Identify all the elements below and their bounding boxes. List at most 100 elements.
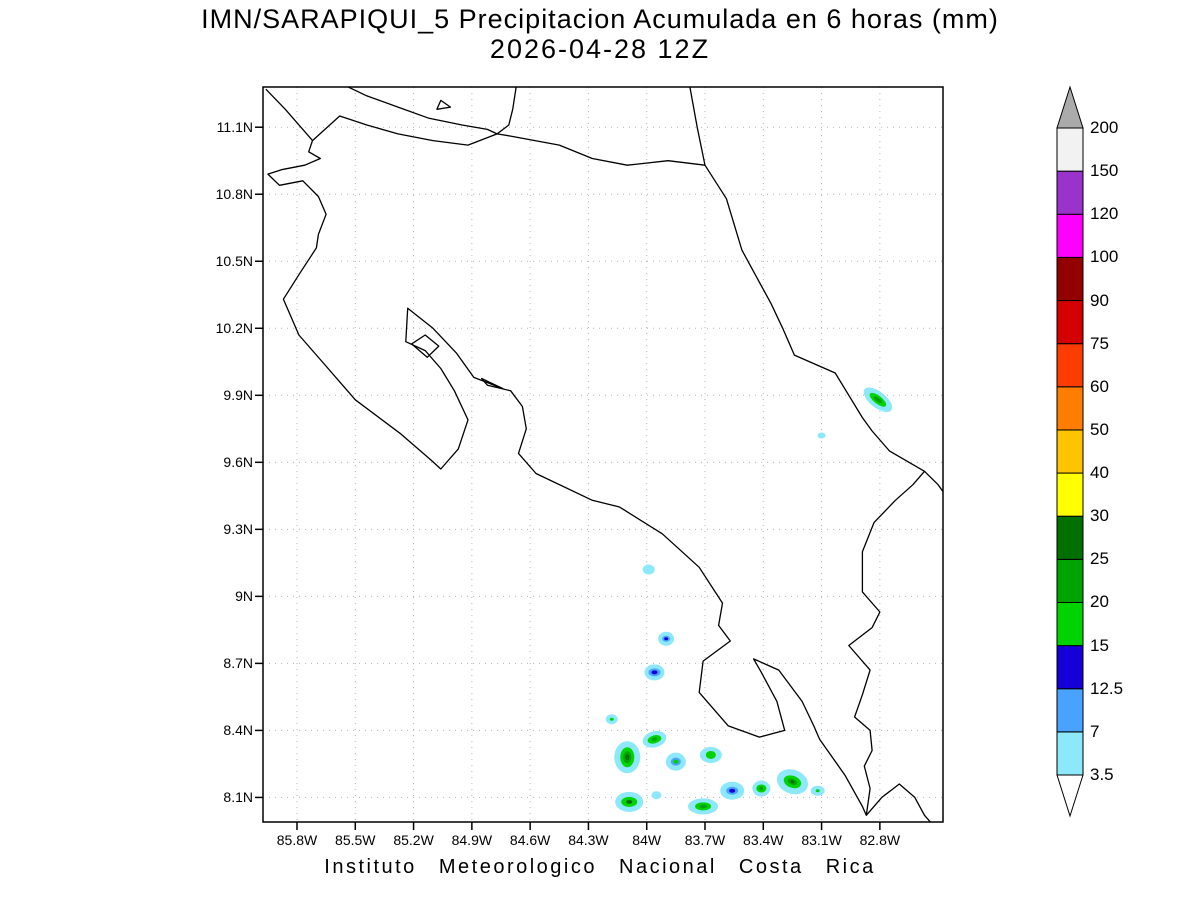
colorbar-tick-label: 100: [1090, 247, 1119, 267]
colorbar-cell: [1056, 343, 1084, 388]
precip-blob: [810, 785, 825, 796]
precip-contour: [664, 637, 669, 641]
plot-border: [262, 86, 944, 823]
coastline-layer: [265, 87, 943, 822]
coastline-lake-nicaragua-shore: [346, 87, 517, 135]
precip-blob: [642, 564, 655, 575]
lon-tick-label: 84.3W: [568, 832, 609, 848]
colorbar-cell: [1056, 256, 1084, 302]
colorbar-tick-label: 200: [1090, 118, 1119, 137]
precip-contour: [699, 804, 708, 809]
precip-contour: [817, 432, 826, 439]
colorbar-tick-label: 30: [1090, 506, 1109, 526]
colorbar-cell: [1056, 127, 1084, 172]
lon-tick-label: 84.9W: [451, 832, 493, 848]
colorbar-cell: [1056, 386, 1084, 431]
colorbar-tick-label: 120: [1090, 204, 1119, 224]
lon-tick-label: 83.7W: [684, 832, 726, 848]
colorbar-tick-label: 50: [1090, 419, 1109, 439]
chart-footer: Instituto Meteorologico Nacional Costa R…: [324, 856, 876, 878]
colorbar-cell: [1056, 601, 1084, 647]
precip-blob: [720, 781, 745, 800]
precip-blob: [776, 769, 809, 795]
precip-contour: [673, 759, 679, 764]
colorbar-tick-label: 3.5: [1090, 765, 1114, 784]
coastline-pacific-coast: [265, 88, 932, 822]
lon-tick-label: 84W: [632, 832, 662, 848]
precip-contour: [625, 754, 630, 761]
precip-contour: [642, 564, 655, 575]
lon-tick-label: 83.4W: [743, 832, 784, 848]
colorbar-cell: [1056, 558, 1084, 603]
colorbar-tick-label: 25: [1090, 549, 1109, 569]
lat-tick-label: 10.2N: [215, 320, 253, 337]
coastline-solentiname-island: [436, 99, 452, 110]
colorbar-cell: [1056, 515, 1084, 560]
precip-contour: [705, 750, 716, 759]
lat-tick-label: 8.1N: [223, 789, 253, 806]
colorbar-cell: [1056, 429, 1084, 474]
precip-blob: [752, 780, 771, 797]
lat-tick-label: 8.4N: [223, 722, 253, 739]
precip-blob: [658, 631, 675, 646]
precip-blob: [863, 387, 893, 412]
precip-blob: [651, 791, 662, 800]
lat-tick-label: 9.6N: [223, 454, 253, 471]
precip-contour: [873, 396, 883, 404]
chart-subtitle: 2026-04-28 12Z: [489, 34, 711, 64]
lat-tick-label: 11.1N: [216, 119, 253, 136]
colorbar-over-arrow: [1056, 85, 1084, 129]
precip-blob: [605, 714, 618, 725]
precip-contour: [815, 789, 820, 793]
precip-contour: [651, 670, 658, 675]
lat-tick-label: 8.7N: [223, 655, 253, 672]
precipitation-layer: [605, 387, 893, 815]
precip-blob: [817, 432, 826, 439]
precip-contour: [651, 791, 662, 800]
colorbar-cell: [1056, 731, 1084, 776]
coastline-isla-chira: [410, 334, 440, 358]
lon-tick-label: 85.5W: [335, 832, 376, 848]
lon-tick-label: 84.6W: [509, 832, 551, 848]
colorbar-tick-label: 60: [1090, 376, 1109, 396]
gridlines-layer: [263, 87, 943, 822]
precip-contour: [790, 780, 795, 784]
colorbar-tick-label: 15: [1090, 635, 1109, 655]
lon-tick-label: 85.8W: [276, 832, 318, 848]
colorbar-tick-label: 20: [1090, 592, 1109, 612]
precip-contour: [759, 786, 764, 791]
colorbar-cell: [1056, 170, 1084, 215]
precip-blob: [665, 752, 686, 771]
colorbar-cell: [1056, 688, 1084, 733]
precip-blob: [642, 731, 667, 748]
precip-blob: [699, 746, 722, 763]
precip-contour: [729, 788, 736, 793]
lat-tick-label: 9.3N: [223, 521, 253, 538]
colorbar-cell: [1056, 472, 1084, 517]
colorbar-tick-label: 75: [1090, 333, 1109, 353]
colorbar-tick-label: 12.5: [1090, 678, 1124, 698]
colorbar: [1056, 85, 1084, 818]
colorbar-cell: [1056, 213, 1084, 258]
precip-contour: [626, 799, 633, 804]
colorbar-tick-label: 40: [1090, 463, 1109, 483]
lon-tick-label: 82.8W: [859, 832, 901, 848]
coastline-panama-border: [848, 470, 925, 816]
chart-title: IMN/SARAPIQUI_5 Precipitacion Acumulada …: [201, 4, 999, 34]
colorbar-tick-label: 150: [1090, 161, 1119, 181]
lat-tick-label: 10.5N: [215, 253, 253, 270]
precip-contour: [609, 717, 614, 721]
precip-blob: [615, 791, 644, 812]
precip-contour: [651, 737, 658, 742]
precip-blob: [614, 741, 641, 774]
colorbar-tick-label: 90: [1090, 290, 1109, 310]
precip-blob: [688, 798, 719, 815]
lat-tick-label: 9.9N: [223, 387, 253, 404]
colorbar-tick-label: 7: [1090, 721, 1100, 741]
lat-tick-label: 10.8N: [215, 186, 253, 203]
colorbar-cell: [1056, 300, 1084, 345]
lon-tick-label: 83.1W: [801, 832, 842, 848]
colorbar-under-arrow: [1056, 774, 1084, 818]
